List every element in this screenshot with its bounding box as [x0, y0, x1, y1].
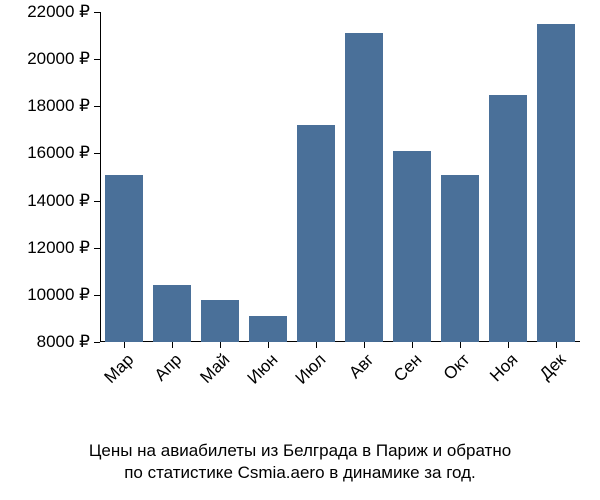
bar [537, 24, 574, 342]
caption-line: Цены на авиабилеты из Белграда в Париж и… [0, 440, 600, 462]
bar [345, 33, 382, 342]
y-tick-label: 8000 ₽ [37, 332, 90, 352]
chart-caption: Цены на авиабилеты из Белграда в Париж и… [0, 440, 600, 484]
bar [393, 151, 430, 342]
bar [249, 316, 286, 342]
y-tick-mark [94, 248, 100, 249]
bar [153, 285, 190, 342]
y-tick-label: 10000 ₽ [27, 285, 90, 305]
x-tick-mark [412, 342, 413, 348]
x-tick-mark [316, 342, 317, 348]
y-tick-mark [94, 59, 100, 60]
bar [105, 175, 142, 342]
x-tick-mark [172, 342, 173, 348]
bar [201, 300, 238, 342]
y-tick-mark [94, 201, 100, 202]
y-tick-label: 14000 ₽ [27, 191, 90, 211]
bar [441, 175, 478, 342]
bar [489, 95, 526, 343]
bar [297, 125, 334, 342]
plot-area [100, 12, 580, 342]
x-tick-mark [508, 342, 509, 348]
x-tick-mark [460, 342, 461, 348]
y-tick-label: 18000 ₽ [27, 96, 90, 116]
y-tick-mark [94, 12, 100, 13]
y-tick-mark [94, 106, 100, 107]
x-tick-mark [364, 342, 365, 348]
y-tick-mark [94, 295, 100, 296]
y-tick-label: 22000 ₽ [27, 2, 90, 22]
y-tick-label: 16000 ₽ [27, 143, 90, 163]
y-tick-label: 12000 ₽ [27, 238, 90, 258]
x-tick-mark [556, 342, 557, 348]
y-tick-mark [94, 153, 100, 154]
y-tick-mark [94, 342, 100, 343]
y-tick-label: 20000 ₽ [27, 49, 90, 69]
y-axis-line [100, 12, 101, 342]
caption-line: по статистике Csmia.aero в динамике за г… [0, 462, 600, 484]
x-tick-mark [124, 342, 125, 348]
price-chart: Цены на авиабилеты из Белграда в Париж и… [0, 0, 600, 500]
x-tick-mark [220, 342, 221, 348]
x-tick-mark [268, 342, 269, 348]
